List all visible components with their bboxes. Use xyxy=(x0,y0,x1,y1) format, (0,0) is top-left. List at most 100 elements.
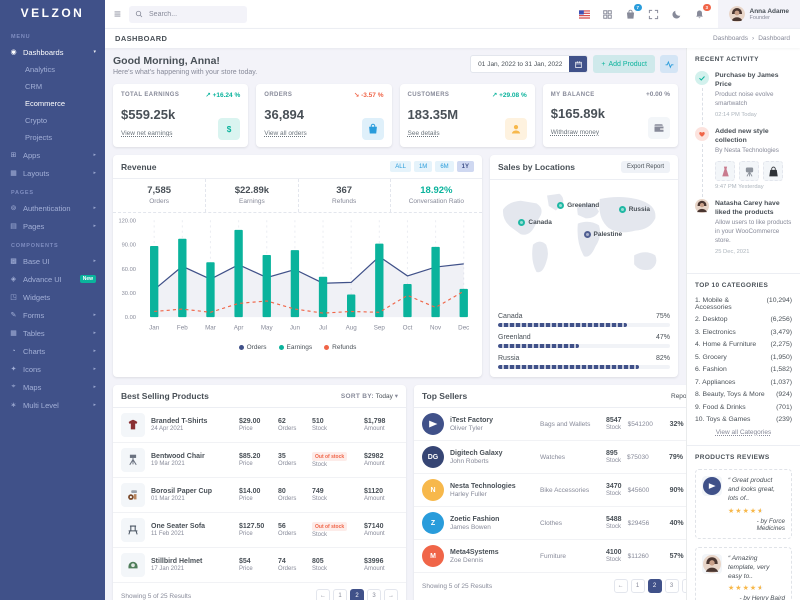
sidebar-item-advance-ui[interactable]: ◈ Advance UI New xyxy=(0,270,105,288)
category-row-toys-games[interactable]: 10. Toys & Games (239) xyxy=(695,416,792,423)
sidebar-subitem-analytics[interactable]: Analytics xyxy=(25,65,56,74)
page-button-[interactable]: ← xyxy=(316,589,330,600)
sidebar-item-icons[interactable]: ✦ Icons ▸ xyxy=(0,360,105,378)
seller-company[interactable]: Zoetic Fashion xyxy=(450,515,500,523)
hamburger-menu-icon[interactable]: ≡ xyxy=(114,7,122,21)
stat-link[interactable]: See details xyxy=(407,130,440,137)
sidebar-item-label: Dashboards xyxy=(23,47,64,57)
map-marker-greenland[interactable]: Greenland xyxy=(557,202,599,210)
sort-by-dropdown[interactable]: SORT BY: Today ▾ xyxy=(341,392,398,400)
user-menu[interactable]: Anna Adame Founder xyxy=(717,0,800,28)
product-name[interactable]: One Seater Sofa xyxy=(151,523,206,530)
sidebar-item-authentication[interactable]: ⊚ Authentication ▸ xyxy=(0,199,105,217)
sidebar-item-forms[interactable]: ✎ Forms ▸ xyxy=(0,306,105,324)
range-button-1y[interactable]: 1Y xyxy=(456,161,474,172)
product-name[interactable]: Bentwood Chair xyxy=(151,453,205,460)
page-button-[interactable]: → xyxy=(384,589,398,600)
category-row-food-drinks[interactable]: 9. Food & Drinks (701) xyxy=(695,404,792,411)
seller-company[interactable]: Digitech Galaxy xyxy=(450,449,503,457)
seller-row[interactable]: iTest Factory Oliver Tyler Bags and Wallet… xyxy=(414,408,686,441)
bell-icon[interactable]: 3 xyxy=(694,4,711,20)
sidebar-subitem-crm[interactable]: CRM xyxy=(25,82,43,91)
view-all-categories-link[interactable]: View all Categories xyxy=(715,428,772,436)
product-name[interactable]: Stillbird Helmet xyxy=(151,558,203,565)
activity-item: Added new style collection By Nesta Techn… xyxy=(695,126,792,198)
seller-person: Oliver Tyler xyxy=(450,424,483,432)
seller-row[interactable]: N Nesta Technologies Harley Fuller Bike Acc… xyxy=(414,474,686,507)
bag-thumbnail[interactable] xyxy=(763,161,783,182)
range-button-6m[interactable]: 6M xyxy=(435,161,454,172)
page-button-[interactable]: → xyxy=(681,579,686,593)
product-row[interactable]: Borosil Paper Cup 01 Mar 2021 $14.00 Price 8… xyxy=(113,478,406,513)
seller-amount: $45600 xyxy=(627,486,650,494)
sidebar-item-base-ui[interactable]: ▩ Base UI ▸ xyxy=(0,252,105,270)
moon-icon[interactable] xyxy=(671,8,683,20)
report-dropdown[interactable]: Report ▾ xyxy=(671,392,686,400)
category-row-fashion[interactable]: 6. Fashion (1,582) xyxy=(695,366,792,373)
page-button-[interactable]: ← xyxy=(613,579,628,593)
page-button-3[interactable]: 3 xyxy=(367,589,381,600)
calendar-icon[interactable] xyxy=(569,56,588,72)
seller-row[interactable]: M Meta4Systems Zoe Dennis Furniture 4100 Stoc… xyxy=(414,540,686,573)
seller-company[interactable]: Meta4Systems xyxy=(450,548,499,556)
page-button-1[interactable]: 1 xyxy=(333,589,347,600)
sidebar-item-widgets[interactable]: ◳ Widgets xyxy=(0,288,105,306)
category-row-electronics[interactable]: 3. Electronics (3,479) xyxy=(695,329,792,336)
category-row-grocery[interactable]: 5. Grocery (1,950) xyxy=(695,354,792,361)
seller-company[interactable]: iTest Factory xyxy=(450,416,494,424)
apps-grid-icon[interactable] xyxy=(602,8,614,20)
sidebar-item-label: Forms xyxy=(23,310,45,320)
category-row-mobile-accessories[interactable]: 1. Mobile & Accessories (10,294) xyxy=(695,297,792,311)
stat-link[interactable]: Withdraw money xyxy=(550,129,600,136)
product-name[interactable]: Borosil Paper Cup xyxy=(151,488,213,495)
page-button-1[interactable]: 1 xyxy=(630,579,645,593)
product-row[interactable]: One Seater Sofa 11 Feb 2021 $127.50 Price 56… xyxy=(113,513,406,548)
category-row-home-furniture[interactable]: 4. Home & Furniture (2,275) xyxy=(695,341,792,348)
world-map[interactable]: Greenland Canada Russia Palestine xyxy=(496,184,672,302)
sidebar-item-charts[interactable]: ◔ Charts ▸ xyxy=(0,342,105,360)
sidebar-item-pages[interactable]: ▤ Pages ▸ xyxy=(0,217,105,235)
sidebar-item-apps[interactable]: ⊞ Apps ▸ xyxy=(0,146,105,164)
shopping-bag-icon[interactable]: 7 xyxy=(625,4,642,20)
category-row-beauty-toys-more[interactable]: 8. Beauty, Toys & More (924) xyxy=(695,391,792,398)
page-button-3[interactable]: 3 xyxy=(664,579,679,593)
map-marker-palestine[interactable]: Palestine xyxy=(583,230,622,238)
map-marker-russia[interactable]: Russia xyxy=(618,205,650,213)
range-button-all[interactable]: ALL xyxy=(390,161,411,172)
page-button-2[interactable]: 2 xyxy=(350,589,364,600)
sidebar-item-layouts[interactable]: ▦ Layouts ▸ xyxy=(0,164,105,182)
sidebar-subitem-projects[interactable]: Projects xyxy=(25,133,53,142)
range-button-1m[interactable]: 1M xyxy=(413,161,433,172)
page-button-2[interactable]: 2 xyxy=(647,579,662,593)
stat-link[interactable]: View net earnings xyxy=(121,130,173,137)
map-marker-canada[interactable]: Canada xyxy=(518,218,552,226)
search-input[interactable] xyxy=(147,9,233,19)
stat-link[interactable]: View all orders xyxy=(264,130,307,137)
fullscreen-icon[interactable] xyxy=(648,8,660,20)
seller-row[interactable]: Z Zoetic Fashion James Bowen Clothes 5488 Sto… xyxy=(414,507,686,540)
camera-thumbnail[interactable] xyxy=(739,161,759,182)
sidebar-item-dashboards[interactable]: ◉ Dashboards ▾ xyxy=(0,43,105,61)
search-box[interactable] xyxy=(129,5,248,23)
sidebar-subitem-ecommerce[interactable]: Ecommerce xyxy=(25,99,66,108)
activity-shortcut-button[interactable] xyxy=(660,55,678,73)
seller-company[interactable]: Nesta Technologies xyxy=(450,482,516,490)
product-row[interactable]: Bentwood Chair 19 Mar 2021 $85.20 Price 35 Or… xyxy=(113,443,406,478)
add-product-button[interactable]: + Add Product xyxy=(593,55,655,73)
date-range-picker[interactable]: 01 Jan, 2022 to 31 Jan, 2022 xyxy=(470,55,589,73)
dress-thumbnail[interactable] xyxy=(715,161,735,182)
sidebar-item-maps[interactable]: ⌖ Maps ▸ xyxy=(0,378,105,396)
breadcrumb-parent[interactable]: Dashboards xyxy=(712,35,749,42)
flag-us-icon[interactable] xyxy=(579,8,591,20)
product-row[interactable]: Stillbird Helmet 17 Jan 2021 $54 Price 74 Ord… xyxy=(113,548,406,583)
sidebar-item-tables[interactable]: ▦ Tables ▸ xyxy=(0,324,105,342)
export-report-button[interactable]: Export Report xyxy=(620,161,670,173)
sidebar-subitem-crypto[interactable]: Crypto xyxy=(25,116,48,125)
product-row[interactable]: Branded T-Shirts 24 Apr 2021 $29.00 Price 62… xyxy=(113,408,406,443)
category-row-desktop[interactable]: 2. Desktop (6,256) xyxy=(695,316,792,323)
sidebar-item-multi-level[interactable]: ∗ Multi Level ▸ xyxy=(0,396,105,414)
product-name[interactable]: Branded T-Shirts xyxy=(151,418,208,425)
category-row-appliances[interactable]: 7. Appliances (1,037) xyxy=(695,379,792,386)
brand-logo[interactable]: VELZON xyxy=(20,6,85,20)
seller-row[interactable]: DG Digitech Galaxy John Roberts Watches 895 S… xyxy=(414,441,686,474)
